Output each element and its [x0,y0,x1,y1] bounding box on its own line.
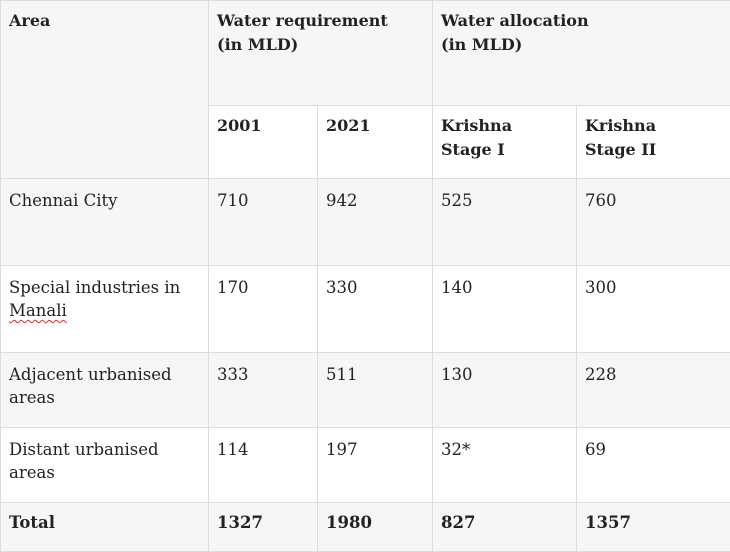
total-stage-2: 1357 [577,503,730,552]
cell-stage-1: 130 [433,353,577,428]
header-2001: 2001 [209,106,318,179]
cell-area: Chennai City [1,179,209,266]
cell-req-2001: 114 [209,428,318,503]
cell-area: Distant urbanised areas [1,428,209,503]
total-stage-1: 827 [433,503,577,552]
header-water-allocation: Water allocation (in MLD) [433,1,730,106]
header-row: Area Water requirement (in MLD) Water al… [1,1,730,106]
cell-req-2021: 330 [318,266,433,353]
table-row: Distant urbanised areas 114 197 32* 69 [1,428,730,503]
area-text: Special industries in [9,278,180,297]
total-req-2021: 1980 [318,503,433,552]
header-2021: 2021 [318,106,433,179]
cell-stage-2: 228 [577,353,730,428]
cell-req-2021: 197 [318,428,433,503]
cell-area: Adjacent urbanised areas [1,353,209,428]
header-area: Area [1,1,209,179]
cell-stage-1: 525 [433,179,577,266]
header-krishna-stage-2: Krishna Stage II [577,106,730,179]
cell-stage-1: 32* [433,428,577,503]
table-row: Chennai City 710 942 525 760 [1,179,730,266]
cell-stage-2: 69 [577,428,730,503]
cell-stage-1: 140 [433,266,577,353]
cell-req-2001: 710 [209,179,318,266]
header-water-requirement: Water requirement (in MLD) [209,1,433,106]
spellcheck-flagged-word: Manali [9,301,67,320]
total-label: Total [1,503,209,552]
total-row: Total 1327 1980 827 1357 [1,503,730,552]
table-row: Adjacent urbanised areas 333 511 130 228 [1,353,730,428]
cell-req-2001: 333 [209,353,318,428]
cell-req-2001: 170 [209,266,318,353]
cell-stage-2: 760 [577,179,730,266]
cell-area: Special industries in Manali [1,266,209,353]
cell-req-2021: 942 [318,179,433,266]
total-req-2001: 1327 [209,503,318,552]
cell-stage-2: 300 [577,266,730,353]
header-krishna-stage-1: Krishna Stage I [433,106,577,179]
table-row: Special industries in Manali 170 330 140… [1,266,730,353]
cell-req-2021: 511 [318,353,433,428]
